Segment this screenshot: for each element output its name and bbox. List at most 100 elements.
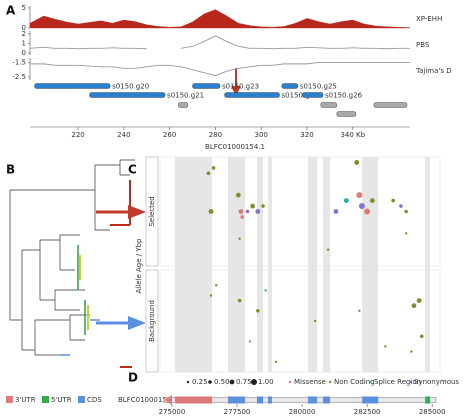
- x-axis-label: BLFC01000154.1: [205, 143, 265, 151]
- gene: [89, 92, 166, 98]
- point: [410, 350, 413, 353]
- gene: [336, 111, 357, 117]
- exon: [425, 396, 431, 404]
- point: [404, 209, 408, 214]
- phylogeny: [9, 159, 135, 368]
- gene-label: s0150.g20: [112, 83, 149, 91]
- track-label: Tajima's D: [415, 67, 452, 75]
- track-label: BLFC01000154.1: [118, 396, 178, 404]
- legend-swatch: [408, 380, 412, 384]
- x-tick-label: 240: [117, 131, 130, 139]
- x-tick-label: 320: [300, 131, 313, 139]
- line: [30, 61, 410, 77]
- legend-swatch: [78, 396, 85, 403]
- panel-label: C: [128, 163, 137, 177]
- facet-panel: [159, 269, 441, 373]
- point: [245, 209, 250, 214]
- panel-label: B: [6, 163, 15, 177]
- exon-shade: [425, 157, 431, 372]
- point: [256, 309, 260, 313]
- legend-swatch: [328, 380, 332, 384]
- x-tick-label: 285000: [419, 408, 446, 416]
- gene: [34, 83, 111, 89]
- y-tick-label: 0: [22, 24, 26, 32]
- legend-label: 1.00: [258, 378, 274, 386]
- point: [354, 160, 360, 165]
- gene-label: s0150.g26: [325, 92, 363, 100]
- exon: [362, 396, 379, 404]
- facet-panel: [159, 156, 441, 267]
- gene: [281, 83, 299, 89]
- line: [181, 35, 410, 50]
- panel-label: A: [6, 4, 16, 18]
- y-tick-label: 0: [22, 49, 26, 57]
- gene: [192, 83, 221, 89]
- y-tick-label: 1: [22, 39, 26, 47]
- facet-label: Background: [148, 300, 156, 342]
- facet-strip: [145, 156, 159, 267]
- exon-shade: [308, 157, 318, 372]
- point: [391, 198, 395, 203]
- exon: [228, 396, 246, 404]
- legend-label: 0.75: [236, 378, 252, 386]
- facet-strip: [145, 269, 159, 373]
- exon-shade: [323, 157, 331, 372]
- point: [358, 203, 365, 210]
- point: [206, 171, 211, 176]
- gene: [224, 92, 280, 98]
- legend-swatch: [368, 380, 372, 384]
- x-tick-label: 280000: [289, 408, 316, 416]
- point: [238, 209, 244, 214]
- legend-swatch: [42, 396, 49, 403]
- exon: [268, 396, 273, 404]
- point: [274, 360, 278, 363]
- point: [369, 198, 375, 204]
- gene-label: s0150.g25: [300, 83, 337, 91]
- x-tick-label: 277500: [224, 408, 251, 416]
- exon-shade: [257, 157, 264, 372]
- point: [240, 215, 245, 219]
- exon-shade: [174, 157, 213, 372]
- exon: [257, 396, 264, 404]
- point: [384, 345, 387, 348]
- legend-size: [251, 379, 257, 385]
- point: [356, 192, 363, 199]
- point: [404, 232, 408, 235]
- point: [255, 209, 261, 214]
- x-tick-label: 340 Kb: [340, 131, 365, 139]
- exon-shade: [228, 157, 246, 372]
- legend-swatch: [288, 380, 292, 384]
- exon-shade: [268, 157, 273, 372]
- gene-label: s0150.g21: [167, 92, 204, 100]
- legend-swatch: [6, 396, 13, 403]
- arrows: [96, 68, 241, 330]
- legend-label: Missense: [294, 378, 326, 386]
- area: [29, 9, 411, 29]
- line: [29, 46, 147, 50]
- gene: [373, 102, 408, 108]
- exon: [308, 396, 318, 404]
- exon: [174, 396, 213, 404]
- legend-label: 3'UTR: [15, 396, 36, 404]
- gene: [302, 92, 324, 98]
- x-tick-label: 220: [71, 131, 84, 139]
- x-tick-label: 275000: [159, 408, 186, 416]
- point: [264, 289, 267, 292]
- point: [411, 303, 417, 309]
- point: [250, 203, 256, 209]
- point: [313, 319, 317, 323]
- point: [364, 208, 371, 215]
- gene-label: s0150.g23: [222, 83, 259, 91]
- legend-label: Non Coding: [334, 378, 375, 386]
- strand-arrow: [164, 395, 172, 405]
- point: [333, 209, 339, 214]
- point: [399, 204, 403, 208]
- x-tick-label: 260: [163, 131, 176, 139]
- gene: [178, 102, 189, 108]
- gene: [320, 102, 337, 108]
- point: [208, 209, 214, 214]
- point: [215, 284, 218, 287]
- point: [261, 204, 265, 208]
- x-tick-label: 300: [255, 131, 268, 139]
